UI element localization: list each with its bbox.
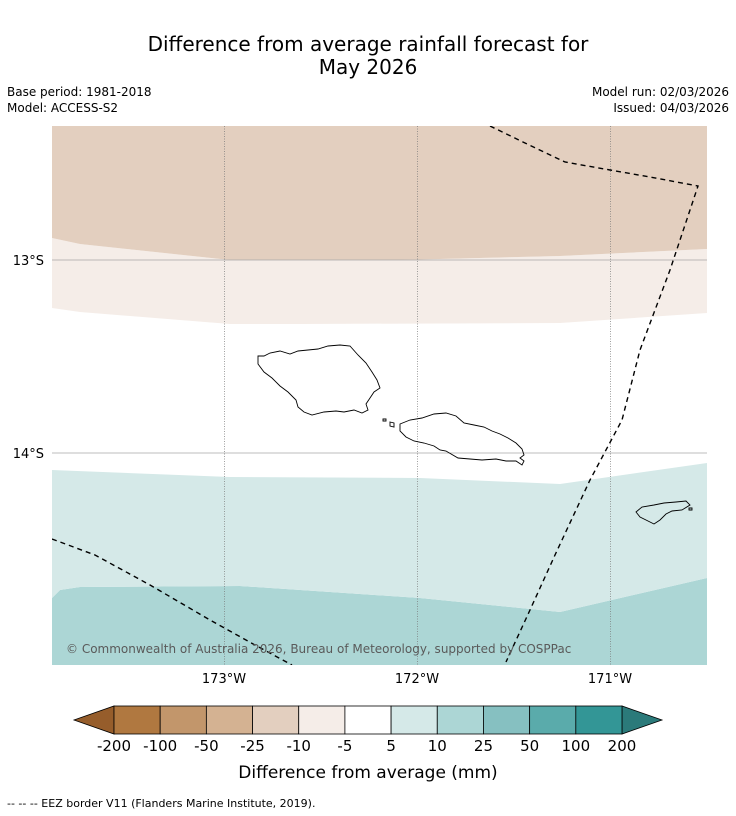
colorbar-tick-label: 5 bbox=[386, 737, 396, 755]
base-period: Base period: 1981-2018 bbox=[7, 85, 152, 99]
colorbar-tick-label: 25 bbox=[474, 737, 493, 755]
island-tutuila bbox=[635, 500, 691, 525]
colorbar-tick-label: -10 bbox=[286, 737, 311, 755]
colorbar-tick-label: 200 bbox=[608, 737, 637, 755]
map-title-line2: May 2026 bbox=[318, 55, 418, 79]
band-above-5 bbox=[52, 463, 707, 612]
eez-border-east bbox=[489, 126, 699, 663]
island-aunuu bbox=[688, 507, 693, 511]
lat-label-14s: 14°S bbox=[13, 447, 44, 462]
band-below-10 bbox=[52, 238, 707, 324]
island-upolu bbox=[399, 412, 525, 466]
colorbar: -200 -100 -50 -25 -10 -5 5 10 25 50 100 200 Differen… bbox=[72, 705, 664, 783]
issued-date: Issued: 04/03/2026 bbox=[613, 101, 729, 115]
colorbar-segment bbox=[159, 705, 207, 735]
colorbar-segment bbox=[390, 705, 438, 735]
island-savaii bbox=[257, 344, 381, 416]
colorbar-tick-label: 10 bbox=[428, 737, 447, 755]
band-above-10 bbox=[52, 578, 707, 665]
colorbar-segment bbox=[298, 705, 346, 735]
map-title-line1: Difference from average rainfall forecas… bbox=[147, 32, 589, 56]
colorbar-tick-label: -25 bbox=[240, 737, 265, 755]
lon-label-173w: 173°W bbox=[202, 672, 246, 687]
eez-border-southwest bbox=[52, 538, 293, 665]
colorbar-tick-label: 50 bbox=[520, 737, 539, 755]
lon-label-171w: 171°W bbox=[588, 672, 632, 687]
map-area: © Commonwealth of Australia 2026, Bureau… bbox=[52, 126, 707, 665]
colorbar-extend-high bbox=[621, 705, 664, 735]
colorbar-segment bbox=[252, 705, 300, 735]
colorbar-segment bbox=[575, 705, 623, 735]
colorbar-segment bbox=[529, 705, 577, 735]
colorbar-title: Difference from average (mm) bbox=[238, 763, 497, 783]
model-name: Model: ACCESS-S2 bbox=[7, 101, 119, 115]
colorbar-tick-label: -200 bbox=[97, 737, 131, 755]
colorbar-segment bbox=[344, 705, 392, 735]
colorbar-segment bbox=[113, 705, 161, 735]
colorbar-tick-label: -50 bbox=[194, 737, 219, 755]
colorbar-segment bbox=[483, 705, 531, 735]
colorbar-segment bbox=[205, 705, 253, 735]
island-apolima bbox=[382, 418, 387, 422]
island-manono bbox=[389, 421, 395, 428]
map-copyright: © Commonwealth of Australia 2026, Bureau… bbox=[66, 642, 571, 656]
lat-label-13s: 13°S bbox=[13, 254, 44, 269]
colorbar-extend-low bbox=[72, 705, 115, 735]
colorbar-tick-label: -100 bbox=[143, 737, 177, 755]
band-below-25 bbox=[52, 126, 707, 260]
colorbar-tick-label: -5 bbox=[337, 737, 352, 755]
eez-legend-note: -- -- -- EEZ border V11 (Flanders Marine… bbox=[7, 797, 316, 810]
colorbar-tick-label: 100 bbox=[561, 737, 590, 755]
lon-label-172w: 172°W bbox=[395, 672, 439, 687]
model-run: Model run: 02/03/2026 bbox=[591, 85, 729, 99]
colorbar-segment bbox=[436, 705, 484, 735]
